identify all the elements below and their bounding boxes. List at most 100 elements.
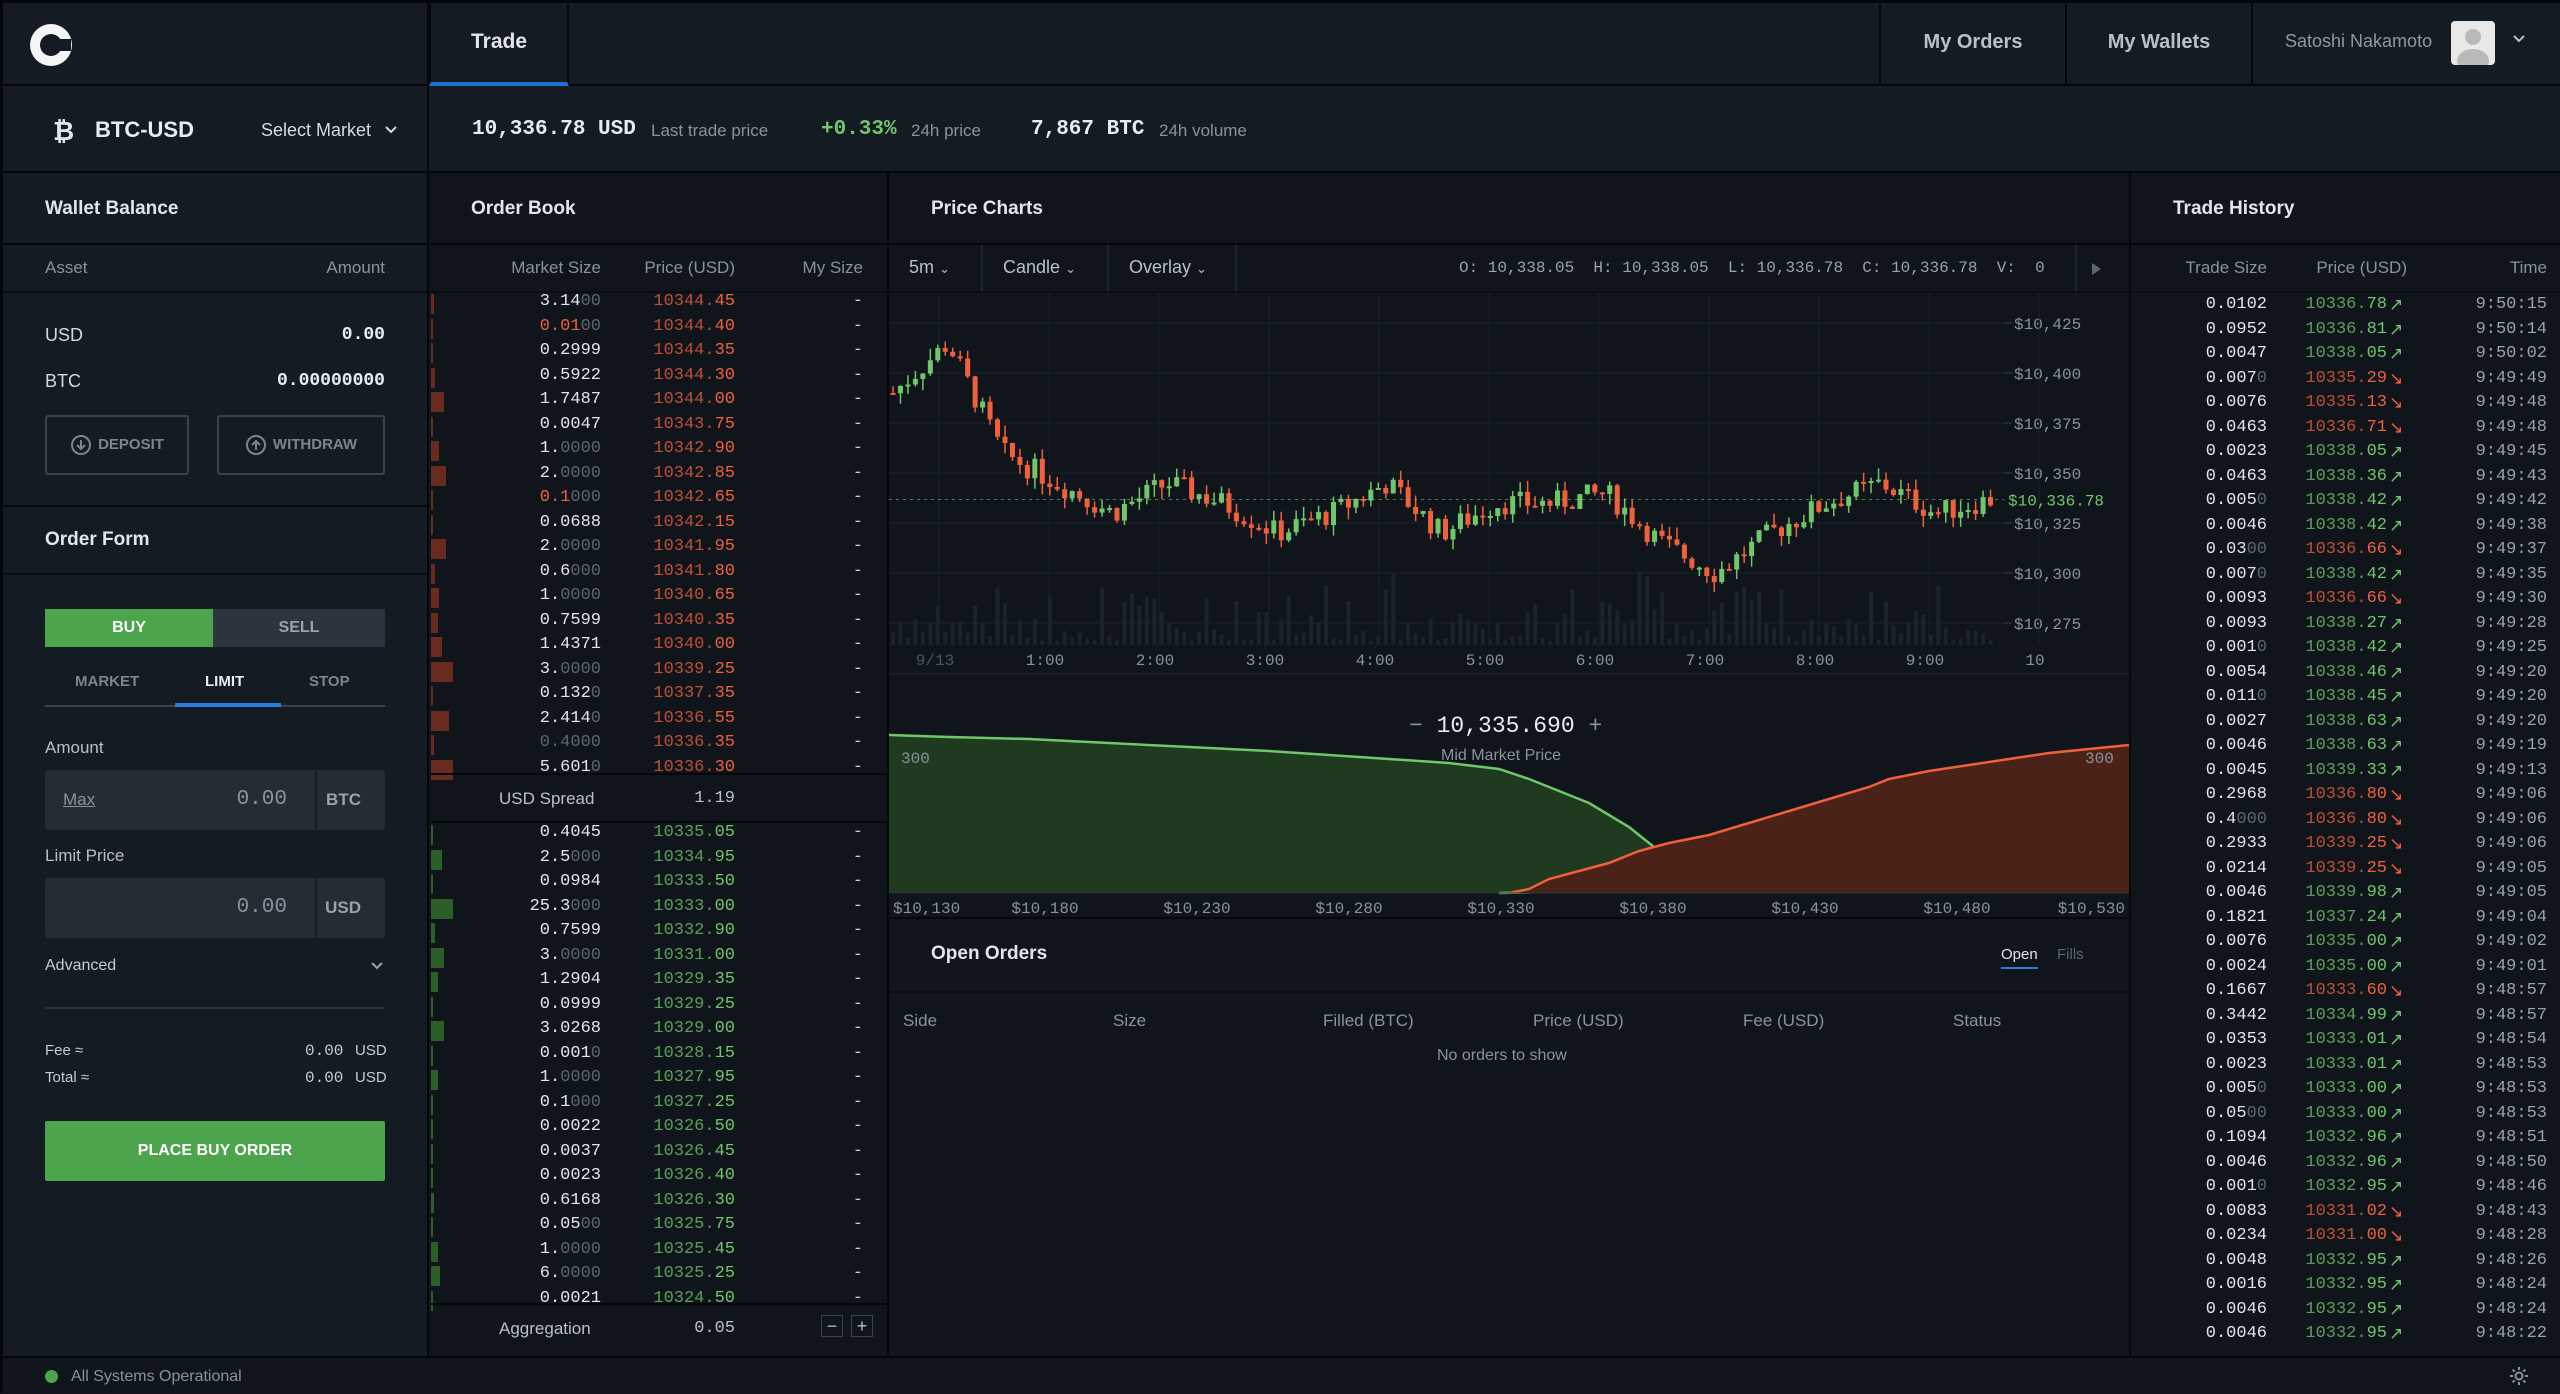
zoom-in-button[interactable]: + [1574, 713, 1603, 739]
zoom-out-button[interactable]: − [1409, 713, 1437, 739]
bid-row[interactable]: 0.0022 10326.50 - [431, 1117, 887, 1142]
ask-row[interactable]: 5.6010 10336.30 - [431, 758, 887, 783]
bid-row[interactable]: 1.2904 10329.35 - [431, 970, 887, 995]
play-icon[interactable] [2089, 261, 2103, 277]
sell-toggle[interactable]: SELL [213, 609, 385, 647]
ask-depth-bar [431, 710, 449, 731]
ask-row[interactable]: 3.0000 10339.25 - [431, 660, 887, 685]
bid-row[interactable]: 0.0984 10333.50 - [431, 872, 887, 897]
ask-row[interactable]: 0.1320 10337.35 - [431, 684, 887, 709]
bid-row[interactable]: 1.0000 10327.95 - [431, 1068, 887, 1093]
amount-input[interactable]: Max 0.00 BTC [45, 770, 385, 830]
nav-my-orders[interactable]: My Orders [1879, 3, 2065, 86]
trade-row: 0.0023 10338.05 ↗ 9:49:45 [2131, 442, 2560, 467]
bid-row[interactable]: 6.0000 10325.25 - [431, 1264, 887, 1289]
advanced-toggle[interactable]: Advanced [45, 957, 117, 974]
tab-stop[interactable]: STOP [309, 673, 350, 690]
price: 10336.55 [653, 708, 735, 728]
ask-row[interactable]: 0.1000 10342.65 - [431, 488, 887, 513]
max-link[interactable]: Max [63, 790, 96, 809]
ask-row[interactable]: 3.1400 10344.45 - [431, 292, 887, 317]
depth-chart[interactable]: 300 300 $10,130 $10,180 $10,230 $10,280 $10,33… [889, 675, 2129, 915]
ask-row[interactable]: 0.0100 10344.40 - [431, 317, 887, 342]
volume-bar [1682, 636, 1687, 645]
trade-price: 10336.66 [2305, 540, 2387, 559]
ask-row[interactable]: 1.0000 10342.90 - [431, 439, 887, 464]
price: 10344.00 [653, 390, 735, 409]
select-market-dropdown[interactable]: Select Market [261, 120, 398, 141]
nav-tab-trade[interactable]: Trade [429, 3, 569, 86]
bid-row[interactable]: 3.0000 10331.00 - [431, 946, 887, 971]
my-size: - [852, 1190, 863, 1210]
candle-body [1099, 508, 1105, 513]
tab-fills[interactable]: Fills [2057, 946, 2084, 963]
volume-bar [1114, 640, 1119, 645]
coinbase-pro-logo-icon[interactable] [27, 21, 75, 69]
buy-toggle[interactable]: BUY [45, 609, 213, 647]
ask-row[interactable]: 0.6000 10341.80 - [431, 562, 887, 587]
tab-open[interactable]: Open [2001, 946, 2038, 969]
volume-bar [1480, 629, 1485, 645]
candle-body [1868, 480, 1874, 483]
place-buy-order-button[interactable]: PLACE BUY ORDER [45, 1121, 385, 1181]
bid-row[interactable]: 1.0000 10325.45 - [431, 1240, 887, 1265]
bid-row[interactable]: 0.4045 10335.05 - [431, 823, 887, 848]
bid-row[interactable]: 0.0999 10329.25 - [431, 995, 887, 1020]
ask-row[interactable]: 1.4371 10340.00 - [431, 635, 887, 660]
bid-row[interactable]: 0.6168 10326.30 - [431, 1191, 887, 1216]
ask-row[interactable]: 2.0000 10342.85 - [431, 464, 887, 489]
bid-row[interactable]: 2.5000 10334.95 - [431, 848, 887, 873]
trade-row: 0.3442 10334.99 ↗ 9:48:57 [2131, 1006, 2560, 1031]
interval-dropdown[interactable]: 5m ⌄ [909, 257, 950, 278]
chart-type-dropdown[interactable]: Candle ⌄ [1003, 257, 1076, 278]
tab-market[interactable]: MARKET [75, 673, 140, 690]
bid-row[interactable]: 0.0037 10326.45 - [431, 1142, 887, 1167]
trade-price: 10332.96 [2305, 1152, 2387, 1172]
bid-row[interactable]: 0.1000 10327.25 - [431, 1093, 887, 1118]
aggregation-increase-button[interactable]: + [851, 1315, 873, 1337]
bid-depth-bar [431, 849, 442, 870]
bid-row[interactable]: 0.0023 10326.40 - [431, 1166, 887, 1191]
chevron-down-icon[interactable] [2511, 31, 2527, 47]
avatar[interactable] [2451, 21, 2495, 65]
ask-row[interactable]: 1.0000 10340.65 - [431, 586, 887, 611]
candlestick-chart[interactable]: $10,425 $10,400 $10,375 $10,350 $10,325 $10,3… [889, 293, 2129, 673]
arrow-up-right-icon: ↗ [2389, 1081, 2404, 1100]
tab-limit[interactable]: LIMIT [205, 673, 245, 690]
aggregation-decrease-button[interactable]: − [821, 1315, 843, 1337]
price: 10324.50 [653, 1288, 735, 1308]
gear-icon[interactable] [2509, 1366, 2529, 1386]
bid-row[interactable]: 0.7599 10332.90 - [431, 921, 887, 946]
chevron-down-icon: ⌄ [1065, 261, 1076, 276]
ask-row[interactable]: 0.2999 10344.35 - [431, 341, 887, 366]
ask-row[interactable]: 0.4000 10336.35 - [431, 733, 887, 758]
ask-row[interactable]: 2.4140 10336.55 - [431, 709, 887, 734]
ask-row[interactable]: 2.0000 10341.95 - [431, 537, 887, 562]
limit-price-input[interactable]: 0.00 USD [45, 878, 385, 938]
nav-my-wallets[interactable]: My Wallets [2065, 3, 2251, 86]
x-tick-label: 5:00 [1466, 652, 1504, 670]
market-size: 0.1320 [539, 684, 601, 703]
deposit-button[interactable]: DEPOSIT [45, 415, 189, 475]
ask-row[interactable]: 0.0688 10342.15 - [431, 513, 887, 538]
price: 10325.75 [653, 1215, 735, 1234]
candle-body [1443, 518, 1448, 540]
bid-row[interactable]: 25.3000 10333.00 - [431, 897, 887, 922]
bid-row[interactable]: 3.0268 10329.00 - [431, 1019, 887, 1044]
bid-row[interactable]: 0.0010 10328.15 - [431, 1044, 887, 1069]
candle-body [1472, 515, 1478, 525]
ask-row[interactable]: 0.5922 10344.30 - [431, 366, 887, 391]
chevron-down-icon[interactable] [369, 959, 385, 973]
bid-row[interactable]: 0.0021 10324.50 - [431, 1289, 887, 1314]
overlay-dropdown[interactable]: Overlay ⌄ [1129, 257, 1207, 278]
withdraw-button[interactable]: WITHDRAW [217, 415, 385, 475]
ask-row[interactable]: 0.0047 10343.75 - [431, 415, 887, 440]
bid-row[interactable]: 0.0500 10325.75 - [431, 1215, 887, 1240]
my-size: - [852, 561, 863, 581]
candle-body [1988, 497, 1994, 506]
system-status[interactable]: All Systems Operational [71, 1368, 242, 1385]
ask-row[interactable]: 1.7487 10344.00 - [431, 390, 887, 415]
ask-row[interactable]: 0.7599 10340.35 - [431, 611, 887, 636]
user-name[interactable]: Satoshi Nakamoto [2285, 31, 2433, 51]
volume-bar [1450, 621, 1455, 645]
